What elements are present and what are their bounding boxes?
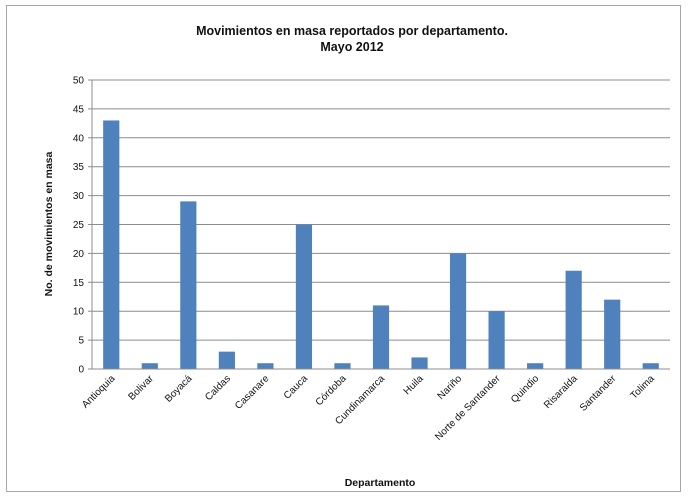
x-tick-label: Casanare	[233, 373, 272, 412]
bar-3	[180, 201, 197, 369]
y-tick-label: 35	[73, 162, 85, 173]
chart-border	[6, 5, 681, 492]
bar-15	[642, 363, 659, 369]
x-tick-label: Cauca	[282, 373, 311, 402]
x-tick-label: Antioquia	[80, 373, 118, 411]
gridlines	[92, 79, 670, 341]
x-tick-label: Bolivar	[127, 373, 157, 403]
x-tick-label: Nariño	[436, 373, 465, 402]
y-axis-title: No. de movimientos en masa	[43, 151, 55, 296]
chart-subtitle: Mayo 2012	[320, 40, 383, 54]
y-tick-label: 30	[73, 191, 85, 202]
bar-6	[295, 224, 313, 369]
bar-9	[411, 357, 428, 369]
x-axis-title: Departamento	[345, 477, 416, 489]
y-tick-label: 50	[73, 76, 85, 87]
bar-11	[488, 311, 505, 369]
y-tick-label: 15	[73, 278, 85, 289]
x-tick-label: Risaralda	[542, 373, 580, 411]
bar-10	[449, 253, 467, 369]
bar-7	[334, 363, 351, 369]
bar-13	[565, 270, 582, 369]
y-tick-label: 5	[78, 336, 84, 347]
bar-2	[141, 363, 158, 369]
axes	[91, 80, 670, 370]
y-tick-label: 0	[78, 365, 84, 376]
y-tick-label: 45	[73, 104, 85, 115]
x-tick-label: Huila	[402, 373, 426, 397]
x-axis-ticks: Antioquia Bolivar Boyacá Caldas Casanare Cauc…	[80, 373, 657, 443]
bar-14	[604, 299, 621, 369]
bar-8	[372, 305, 390, 369]
bar-12	[527, 363, 544, 369]
y-tick-label: 25	[73, 220, 85, 231]
bar-1	[103, 120, 120, 370]
bar-5	[257, 363, 274, 369]
x-tick-label: Quindio	[509, 373, 541, 405]
y-tick-label: 10	[73, 307, 85, 318]
x-tick-label: Caldas	[203, 373, 233, 403]
y-axis-ticks: 0 5 10 15 20 25 30 35 40 45 50	[73, 76, 92, 376]
x-tick-label: Tolima	[629, 373, 658, 402]
x-tick-label: Boyacá	[163, 373, 195, 405]
x-tick-label: Santander	[578, 373, 619, 414]
chart-title: Movimientos en masa reportados por depar…	[196, 24, 508, 38]
x-tick-label: Córdoba	[314, 373, 349, 408]
x-tick-label: Norte de Santander	[433, 373, 503, 443]
bar-4	[218, 351, 235, 369]
y-tick-label: 40	[73, 133, 85, 144]
y-tick-label: 20	[73, 249, 85, 260]
bars	[103, 120, 659, 370]
